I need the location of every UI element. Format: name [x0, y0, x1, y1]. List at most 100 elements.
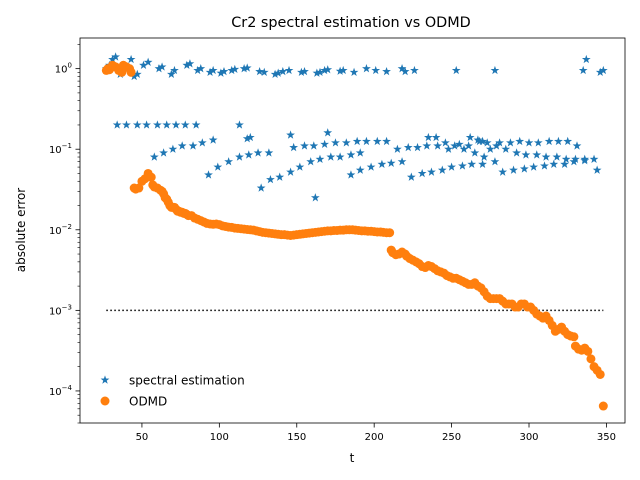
spectral-estimation-point [541, 152, 551, 161]
spectral-estimation-point [444, 144, 453, 153]
spectral-estimation-point [417, 168, 427, 178]
spectral-estimation-point [177, 141, 187, 150]
spectral-estimation-point [326, 152, 336, 161]
axes-frame [79, 37, 626, 424]
spectral-estimation-point [349, 67, 359, 77]
spectral-estimation-point [309, 141, 319, 150]
odmd-point [134, 183, 144, 193]
spectral-estimation-point [521, 150, 531, 159]
spectral-estimation-point [366, 162, 376, 171]
spectral-estimation-point [300, 141, 309, 150]
spectral-estimation-point [320, 139, 330, 149]
spectral-estimation-point [273, 68, 283, 77]
spectral-estimation-point [465, 132, 475, 142]
spectral-estimation-point [355, 165, 365, 174]
spectral-estimation-point [561, 154, 571, 163]
spectral-estimation-point [153, 120, 162, 129]
spectral-estimation-point [275, 172, 285, 181]
spectral-estimation-point [270, 69, 280, 79]
spectral-estimation-point [495, 138, 504, 147]
spectral-estimation-point [320, 65, 330, 75]
x-axis-ticks: 50 100 150 200 250 300 350 [136, 423, 616, 443]
spectral-estimation-point [122, 120, 131, 129]
spectral-estimation-point [509, 165, 518, 174]
spectral-estimation-point [459, 144, 469, 153]
spectral-estimation-point [403, 142, 413, 152]
spectral-estimation-point [149, 152, 159, 161]
spectral-estimation-point [393, 144, 402, 153]
spectral-estimation-point [581, 54, 591, 64]
spectral-estimation-point [362, 64, 371, 73]
spectral-estimation-point [191, 120, 201, 129]
spectral-estimation-point [204, 170, 213, 179]
legend-marker-odmd [100, 396, 110, 406]
x-tick-label: 200 [365, 432, 384, 443]
legend-label-spectral-estimation: spectral estimation [129, 374, 245, 388]
y-tick-label: 10−1 [49, 142, 72, 156]
spectral-estimation-point [437, 165, 447, 174]
spectral-estimation-point [132, 69, 142, 79]
spectral-estimation-point [235, 120, 244, 129]
spectral-estimation-point [315, 67, 325, 77]
legend-circle-marker [100, 396, 110, 406]
spectral-estimation-point [253, 148, 263, 157]
spectral-estimation-point [441, 138, 450, 147]
spectral-estimation-point [171, 120, 181, 129]
spectral-estimation-point [540, 161, 549, 170]
chart-title: Cr2 spectral estimation vs ODMD [231, 15, 471, 31]
spectral-estimation-point [397, 157, 407, 166]
spectral-estimation-point [490, 157, 500, 166]
spectral-estimation-point [470, 148, 480, 157]
spectral-estimation-point [515, 136, 525, 146]
spectral-estimation-point [431, 132, 441, 142]
spectral-estimation-point [154, 64, 164, 73]
spectral-estimation-point [533, 138, 543, 147]
spectral-estimation-point [549, 159, 559, 169]
spectral-estimation-point [473, 135, 483, 144]
spectral-estimation-point [569, 157, 579, 166]
spectral-estimation-point [580, 156, 590, 165]
x-axis-label: t [350, 451, 355, 465]
spectral-estimation-point [479, 152, 489, 161]
odmd-point [385, 228, 395, 238]
legend-marker-spectral-estimation [100, 375, 110, 384]
spectral-estimation-point [592, 165, 602, 174]
spectral-estimation-point [451, 65, 461, 75]
spectral-estimation-point [423, 132, 433, 142]
spectral-estimation-point [492, 141, 501, 150]
spectral-estimation-point [295, 162, 305, 171]
spectral-estimation-point [170, 65, 179, 75]
spectral-estimation-point [129, 71, 139, 81]
spectral-estimation-point [482, 138, 492, 147]
spectral-estimation-point [397, 64, 407, 73]
spectral-estimation-point [377, 159, 387, 169]
odmd-point [598, 401, 608, 411]
spectral-estimation-point [245, 132, 255, 142]
x-tick-label: 300 [519, 432, 538, 443]
axes [79, 37, 626, 424]
spectral-estimation-point [454, 139, 464, 149]
y-tick-label: 10−4 [49, 384, 73, 398]
spectral-estimation-point [490, 65, 500, 75]
spectral-estimation-point [422, 141, 432, 150]
spectral-estimation-point [447, 162, 456, 171]
spectral-estimation-point [529, 162, 539, 171]
spectral-estimation-point [519, 164, 529, 173]
legend-label-odmd: ODMD [129, 395, 167, 409]
spectral-estimation-point [335, 152, 345, 161]
spectral-estimation-point [278, 66, 288, 76]
spectral-estimation-point [208, 65, 218, 75]
spectral-estimation-point [413, 142, 422, 152]
spectral-estimation-point [180, 120, 190, 129]
spectral-estimation-point [162, 120, 172, 129]
spectral-estimation-point [464, 141, 473, 150]
spectral-estimation-point [242, 63, 252, 72]
spectral-estimation-point [143, 57, 153, 66]
spectral-estimation-point [312, 68, 322, 77]
spectral-estimation-point [297, 67, 306, 77]
odmd-point [595, 369, 605, 379]
spectral-estimation-point [544, 136, 554, 146]
legend: spectral estimation ODMD [100, 374, 245, 409]
spectral-estimation-point [589, 154, 599, 163]
spectral-estimation-point [572, 141, 582, 150]
